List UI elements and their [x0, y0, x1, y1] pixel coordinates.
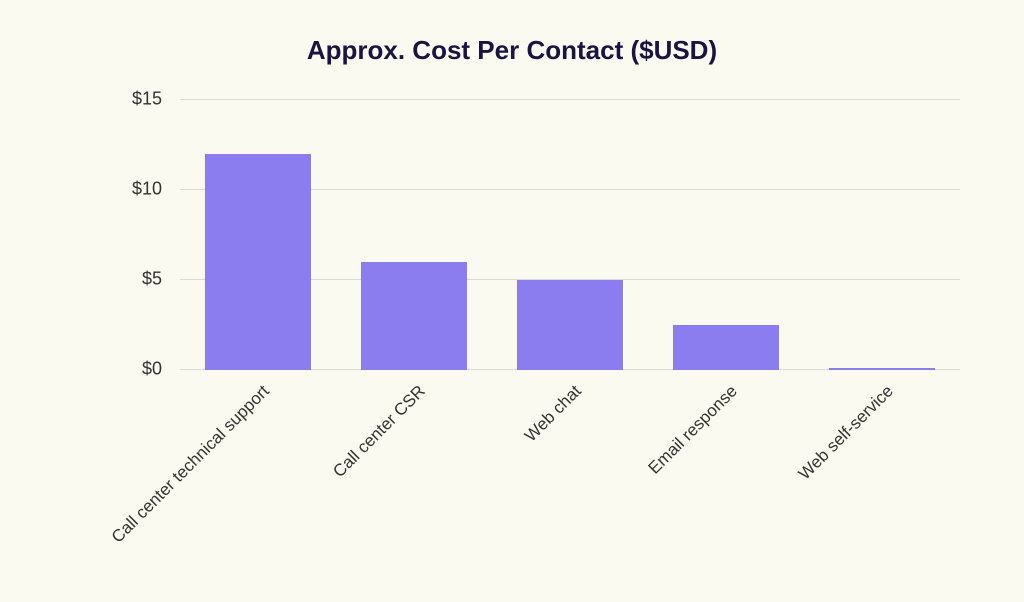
- bar-1: [361, 262, 467, 370]
- bar-4: [829, 368, 935, 370]
- chart-container: Approx. Cost Per Contact ($USD) $0 $5 $1…: [0, 0, 1024, 602]
- x-label-0: Call center technical support: [108, 381, 274, 547]
- y-tick-3: $15: [132, 89, 180, 110]
- y-tick-2: $10: [132, 179, 180, 200]
- bar-slot-1: [336, 100, 492, 370]
- x-label-2: Web chat: [521, 381, 586, 446]
- bars-group: [180, 100, 960, 370]
- bar-2: [517, 280, 623, 370]
- plot-area: $0 $5 $10 $15: [180, 100, 960, 370]
- y-tick-0: $0: [142, 359, 180, 380]
- bar-slot-3: [648, 100, 804, 370]
- bar-slot-4: [804, 100, 960, 370]
- bar-3: [673, 325, 779, 370]
- x-label-4: Web self-service: [795, 381, 898, 484]
- x-label-1: Call center CSR: [329, 381, 429, 481]
- bar-0: [205, 154, 311, 370]
- y-tick-1: $5: [142, 269, 180, 290]
- chart-title: Approx. Cost Per Contact ($USD): [0, 35, 1024, 66]
- bar-slot-0: [180, 100, 336, 370]
- bar-slot-2: [492, 100, 648, 370]
- x-label-3: Email response: [645, 381, 742, 478]
